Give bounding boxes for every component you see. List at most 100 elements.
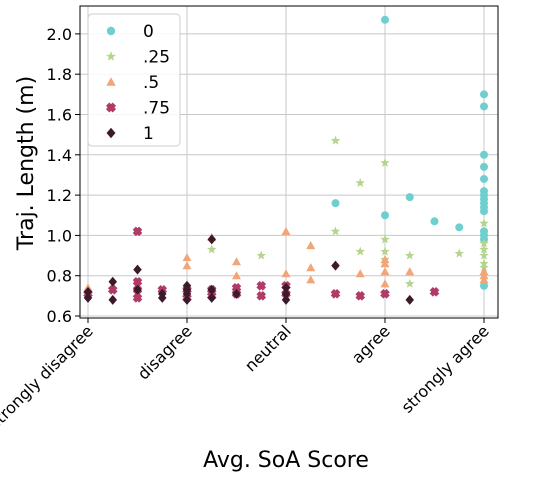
series-group [83, 226, 489, 292]
data-point [108, 276, 117, 287]
data-point [405, 267, 415, 276]
data-point [232, 271, 241, 280]
data-point [454, 248, 465, 258]
data-point [281, 269, 291, 278]
data-point [355, 269, 365, 278]
points-layer [83, 15, 489, 305]
data-point [381, 211, 389, 220]
data-point [380, 289, 390, 299]
data-point [83, 286, 93, 297]
y-tick-label: 1.8 [47, 65, 72, 84]
x-tick-label: strongly disagree [0, 321, 97, 433]
data-point [381, 15, 389, 24]
y-tick-label: 0.8 [47, 267, 72, 286]
data-point [132, 293, 143, 303]
data-point [232, 288, 241, 299]
data-point [480, 90, 488, 99]
data-point [430, 217, 439, 226]
data-point [355, 178, 366, 188]
legend: 0 .25 .5 .75 1 [87, 13, 181, 147]
legend-label: .25 [143, 48, 170, 68]
x-tick-label: disagree [134, 321, 196, 383]
data-point [281, 226, 291, 235]
data-point [455, 223, 464, 232]
x-tick-label: strongly agree [398, 321, 493, 416]
data-point [281, 294, 291, 305]
y-tick-label: 1.6 [47, 106, 72, 125]
data-point [83, 292, 93, 303]
legend-marker-icon [106, 26, 116, 36]
legend-marker-icon [106, 127, 116, 139]
data-point [256, 250, 267, 260]
data-point [108, 294, 117, 305]
data-point [158, 292, 167, 303]
legend-marker-icon [106, 51, 116, 61]
data-point [306, 240, 316, 250]
legend-label: 0 [143, 22, 154, 42]
data-point [479, 238, 489, 248]
data-point [405, 193, 414, 202]
data-point [330, 135, 341, 145]
data-point [330, 289, 341, 299]
data-point [281, 288, 291, 299]
y-tick-label: 2.0 [47, 25, 72, 44]
data-point [380, 279, 390, 288]
data-point [133, 264, 142, 275]
data-point [206, 244, 217, 254]
y-tick-label: 1.2 [47, 186, 72, 205]
data-point [480, 162, 488, 171]
legend-label: .75 [143, 99, 170, 119]
legend-marker-icon [105, 102, 117, 113]
y-tick-label: 1.0 [47, 226, 72, 245]
data-point [207, 284, 216, 295]
data-point [182, 288, 192, 299]
data-point [182, 294, 192, 305]
legend-box [87, 13, 181, 147]
data-point [480, 207, 488, 216]
data-point [479, 250, 489, 260]
data-point [232, 257, 241, 266]
data-point [479, 262, 489, 272]
data-point [331, 260, 340, 271]
data-point [182, 253, 192, 262]
data-point [330, 226, 341, 236]
data-point [405, 294, 414, 305]
series-group [83, 234, 414, 305]
tick-labels: 0.6 0.8 1.0 1.2 1.4 1.6 1.8 2.0 strongly disagre… [0, 25, 493, 433]
series-group [331, 15, 488, 290]
data-point [256, 280, 267, 291]
data-point [380, 259, 390, 268]
data-point [132, 276, 143, 287]
legend-marker-icon [106, 77, 116, 86]
data-point [380, 157, 390, 167]
data-point [207, 292, 216, 303]
y-tick-label: 0.6 [47, 307, 72, 326]
data-point [182, 261, 192, 270]
data-point [380, 246, 390, 256]
y-axis-label: Traj. Length (m) [14, 76, 39, 251]
data-point [480, 281, 488, 290]
plot-frame [79, 5, 499, 319]
data-point [404, 250, 415, 260]
data-point [207, 234, 216, 245]
series-group [206, 135, 489, 288]
data-point [479, 244, 489, 254]
x-tick-label: agree [348, 321, 394, 367]
data-point [331, 199, 340, 208]
data-point [132, 226, 143, 237]
x-tick-label: neutral [241, 321, 295, 375]
data-point [306, 275, 316, 284]
data-point [479, 275, 489, 284]
legend-label: 1 [143, 124, 154, 144]
data-point [380, 267, 390, 276]
data-point [479, 218, 489, 228]
y-tick-label: 1.4 [47, 146, 72, 165]
data-point [480, 102, 488, 111]
data-point [281, 282, 291, 293]
data-point [404, 278, 415, 288]
data-point [306, 263, 316, 272]
data-point [355, 291, 366, 301]
data-point [429, 287, 440, 297]
